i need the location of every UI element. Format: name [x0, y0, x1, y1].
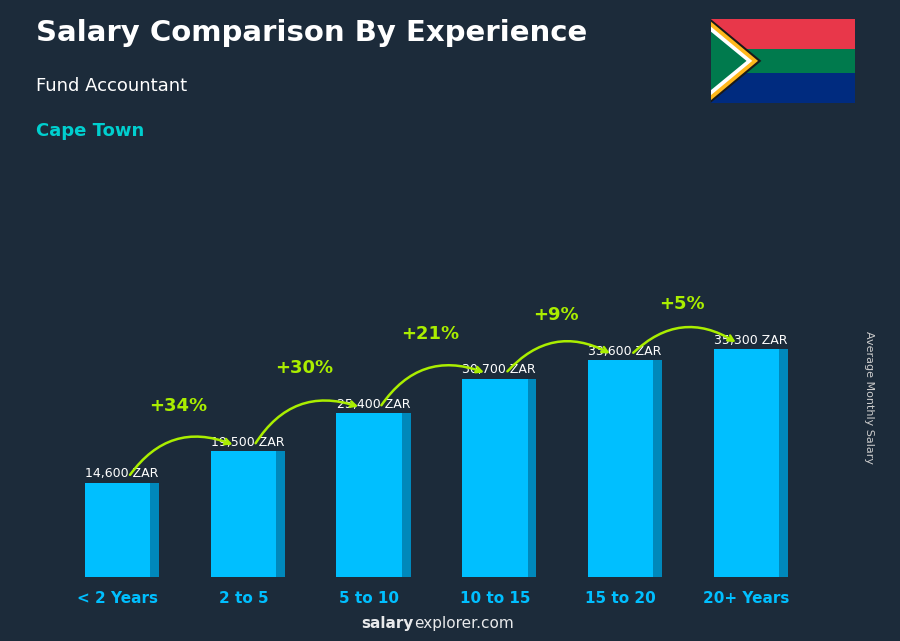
Text: +9%: +9%	[533, 306, 579, 324]
Text: 35,300 ZAR: 35,300 ZAR	[714, 334, 788, 347]
Bar	[337, 413, 401, 577]
Text: 25,400 ZAR: 25,400 ZAR	[337, 397, 410, 410]
Text: +21%: +21%	[401, 325, 459, 343]
Bar	[779, 349, 788, 577]
Polygon shape	[711, 19, 761, 103]
Text: +30%: +30%	[275, 359, 334, 377]
Text: +5%: +5%	[659, 295, 705, 313]
Text: Salary Comparison By Experience: Salary Comparison By Experience	[36, 19, 587, 47]
Text: Fund Accountant: Fund Accountant	[36, 77, 187, 95]
Bar	[211, 451, 276, 577]
Polygon shape	[711, 22, 758, 100]
Text: 33,600 ZAR: 33,600 ZAR	[589, 345, 662, 358]
Bar	[588, 360, 653, 577]
Bar	[85, 483, 150, 577]
Bar	[276, 451, 285, 577]
Bar	[714, 349, 779, 577]
Text: salary: salary	[362, 617, 414, 631]
Bar	[711, 49, 855, 72]
Polygon shape	[711, 31, 746, 90]
Polygon shape	[711, 27, 752, 95]
Bar	[527, 379, 536, 577]
Text: Average Monthly Salary: Average Monthly Salary	[863, 331, 874, 464]
Bar	[463, 379, 527, 577]
Bar	[711, 61, 855, 103]
Text: Cape Town: Cape Town	[36, 122, 144, 140]
Text: +34%: +34%	[149, 397, 208, 415]
Bar	[401, 413, 410, 577]
Text: 14,600 ZAR: 14,600 ZAR	[86, 467, 158, 480]
Text: 30,700 ZAR: 30,700 ZAR	[463, 363, 536, 376]
Bar	[150, 483, 159, 577]
Text: explorer.com: explorer.com	[414, 617, 514, 631]
Text: 19,500 ZAR: 19,500 ZAR	[212, 435, 284, 449]
Bar	[711, 19, 855, 61]
Bar	[653, 360, 662, 577]
